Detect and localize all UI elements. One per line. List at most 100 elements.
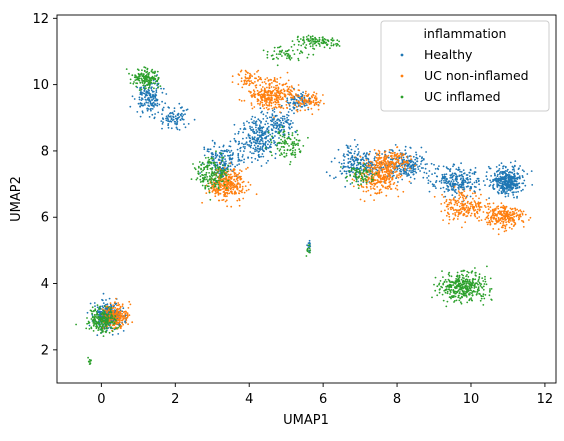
data-point-healthy <box>289 108 291 111</box>
data-point-uc-inflamed <box>471 299 473 302</box>
data-point-healthy <box>139 102 142 104</box>
data-point-uc-non-inflamed <box>259 91 262 93</box>
data-point-uc-non-inflamed <box>249 91 252 94</box>
data-point-healthy <box>414 158 417 161</box>
data-point-uc-non-inflamed <box>450 206 453 209</box>
data-point-healthy <box>400 168 402 171</box>
data-point-healthy <box>277 128 280 131</box>
data-point-uc-non-inflamed <box>311 96 313 99</box>
data-point-healthy <box>513 164 516 167</box>
data-point-healthy <box>340 162 343 165</box>
data-point-healthy <box>268 141 271 143</box>
data-point-uc-non-inflamed <box>237 183 240 185</box>
data-point-healthy <box>242 143 245 146</box>
data-point-uc-non-inflamed <box>259 84 262 87</box>
data-point-uc-non-inflamed <box>376 186 379 188</box>
data-point-healthy <box>451 188 454 191</box>
data-point-healthy <box>291 109 293 112</box>
data-point-uc-non-inflamed <box>509 220 512 222</box>
data-point-healthy <box>265 120 268 123</box>
data-point-healthy <box>229 165 232 168</box>
data-point-uc-inflamed <box>285 154 288 157</box>
data-point-healthy <box>352 171 354 174</box>
data-point-uc-non-inflamed <box>128 314 131 317</box>
data-point-uc-non-inflamed <box>467 200 469 203</box>
data-point-healthy <box>458 175 461 178</box>
data-point-uc-inflamed <box>279 53 282 56</box>
data-point-healthy <box>509 171 511 173</box>
data-point-uc-non-inflamed <box>289 89 292 91</box>
data-point-uc-inflamed <box>275 144 278 147</box>
data-point-healthy <box>518 175 521 178</box>
data-point-uc-non-inflamed <box>397 195 400 198</box>
data-point-healthy <box>150 96 153 99</box>
data-point-uc-inflamed <box>330 44 333 47</box>
data-point-healthy <box>409 176 412 179</box>
data-point-uc-non-inflamed <box>398 162 400 165</box>
data-point-uc-inflamed <box>91 310 93 313</box>
data-point-uc-non-inflamed <box>396 188 399 191</box>
data-point-uc-non-inflamed <box>478 204 480 207</box>
data-point-uc-non-inflamed <box>247 188 250 191</box>
data-point-healthy <box>148 94 151 97</box>
data-point-uc-non-inflamed <box>225 178 228 180</box>
data-point-healthy <box>258 124 261 127</box>
data-point-healthy <box>293 102 296 105</box>
data-point-uc-inflamed <box>213 182 216 185</box>
data-point-uc-non-inflamed <box>463 190 466 193</box>
data-point-uc-non-inflamed <box>461 203 464 205</box>
data-point-healthy <box>451 194 454 197</box>
data-point-uc-non-inflamed <box>229 176 232 179</box>
data-point-uc-non-inflamed <box>387 168 390 170</box>
data-point-uc-inflamed <box>474 271 477 274</box>
data-point-healthy <box>464 180 467 183</box>
data-point-healthy <box>343 155 346 158</box>
data-point-uc-non-inflamed <box>259 76 262 79</box>
data-point-uc-non-inflamed <box>214 192 217 195</box>
data-point-healthy <box>456 178 458 180</box>
data-point-uc-non-inflamed <box>521 213 524 216</box>
data-point-healthy <box>504 192 507 195</box>
data-point-healthy <box>221 150 224 152</box>
data-point-healthy <box>148 98 151 101</box>
data-point-uc-inflamed <box>434 289 437 292</box>
data-point-uc-inflamed <box>96 304 99 306</box>
data-point-healthy <box>101 305 104 308</box>
data-point-uc-inflamed <box>91 306 94 309</box>
data-point-healthy <box>250 129 253 132</box>
data-point-uc-inflamed <box>200 163 203 166</box>
data-point-uc-inflamed <box>318 43 321 46</box>
data-point-healthy <box>450 180 453 183</box>
data-point-healthy <box>484 184 486 187</box>
data-point-uc-non-inflamed <box>385 162 388 165</box>
data-point-uc-non-inflamed <box>323 102 325 105</box>
data-point-healthy <box>417 168 420 171</box>
data-point-uc-non-inflamed <box>373 166 375 169</box>
data-point-healthy <box>401 158 403 161</box>
data-point-healthy <box>261 153 264 155</box>
data-point-healthy <box>500 187 502 190</box>
data-point-uc-inflamed <box>277 46 279 49</box>
data-point-healthy <box>518 185 521 188</box>
data-point-healthy <box>405 152 407 155</box>
data-point-uc-non-inflamed <box>465 210 468 213</box>
data-point-uc-inflamed <box>90 318 93 320</box>
data-point-healthy <box>237 156 240 159</box>
data-point-uc-non-inflamed <box>446 205 449 208</box>
data-point-uc-non-inflamed <box>382 174 385 177</box>
data-point-healthy <box>283 118 286 120</box>
data-point-uc-inflamed <box>89 309 92 312</box>
data-point-healthy <box>234 133 237 135</box>
data-point-uc-non-inflamed <box>382 161 385 164</box>
data-point-uc-inflamed <box>226 187 228 189</box>
data-point-healthy <box>362 164 365 167</box>
data-point-uc-non-inflamed <box>462 204 465 207</box>
data-point-healthy <box>140 86 143 89</box>
data-point-healthy <box>214 152 217 154</box>
data-point-uc-non-inflamed <box>238 172 241 175</box>
data-point-uc-non-inflamed <box>208 189 211 192</box>
data-point-healthy <box>259 129 262 132</box>
data-point-healthy <box>206 150 209 153</box>
data-point-uc-inflamed <box>217 168 220 171</box>
data-point-uc-inflamed <box>439 280 442 282</box>
